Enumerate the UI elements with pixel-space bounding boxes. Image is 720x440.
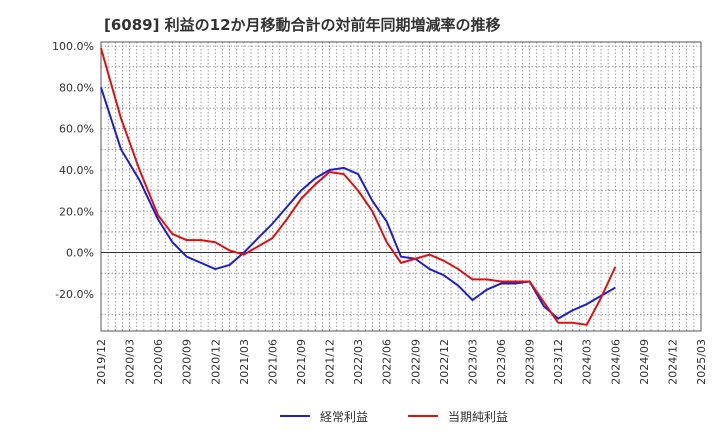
legend-label-1: 経常利益 (320, 410, 368, 424)
grid-lines (101, 42, 701, 331)
x-tick-label: 2022/09 (409, 339, 422, 385)
x-tick-label: 2024/03 (581, 339, 594, 385)
y-tick-label: -20.0% (55, 288, 94, 301)
y-tick-label: 40.0% (59, 164, 94, 177)
x-axis-ticks: 2019/12 2020/03 2020/06 2020/09 2020/12 2021/… (95, 339, 708, 385)
x-tick-label: 2020/03 (124, 339, 137, 385)
x-tick-label: 2021/03 (238, 339, 251, 385)
x-tick-label: 2020/09 (181, 339, 194, 385)
x-tick-label: 2022/12 (438, 339, 451, 385)
x-tick-label: 2019/12 (95, 339, 108, 385)
x-tick-label: 2020/06 (152, 339, 165, 385)
y-tick-label: 20.0% (59, 205, 94, 218)
y-tick-label: 100.0% (52, 40, 94, 53)
x-tick-label: 2023/06 (495, 339, 508, 385)
x-tick-label: 2023/12 (552, 339, 565, 385)
x-tick-label: 2022/06 (381, 339, 394, 385)
x-tick-label: 2024/09 (638, 339, 651, 385)
chart-title: [6089] 利益の12か月移動合計の対前年同期増減率の推移 (104, 16, 501, 34)
plot-border (100, 41, 702, 332)
x-tick-label: 2022/03 (352, 339, 365, 385)
series-line-2 (100, 47, 617, 326)
axes (100, 41, 702, 332)
y-tick-label: 80.0% (59, 81, 94, 94)
legend-label-2: 当期純利益 (448, 410, 508, 424)
x-tick-label: 2021/12 (324, 339, 337, 385)
y-tick-label: 0.0% (66, 247, 94, 260)
x-tick-label: 2021/09 (295, 339, 308, 385)
y-axis-ticks: 100.0% 80.0% 60.0% 40.0% 20.0% 0.0% -20.0% (52, 40, 94, 301)
x-tick-label: 2023/03 (466, 339, 479, 385)
series-lines (100, 47, 617, 326)
legend: 経常利益 当期純利益 (280, 410, 508, 424)
x-tick-label: 2023/09 (524, 339, 537, 385)
x-tick-label: 2024/12 (666, 339, 679, 385)
x-tick-label: 2025/03 (695, 339, 708, 385)
x-tick-label: 2024/06 (609, 339, 622, 385)
x-tick-label: 2020/12 (209, 339, 222, 385)
y-tick-label: 60.0% (59, 123, 94, 136)
x-tick-label: 2021/06 (266, 339, 279, 385)
